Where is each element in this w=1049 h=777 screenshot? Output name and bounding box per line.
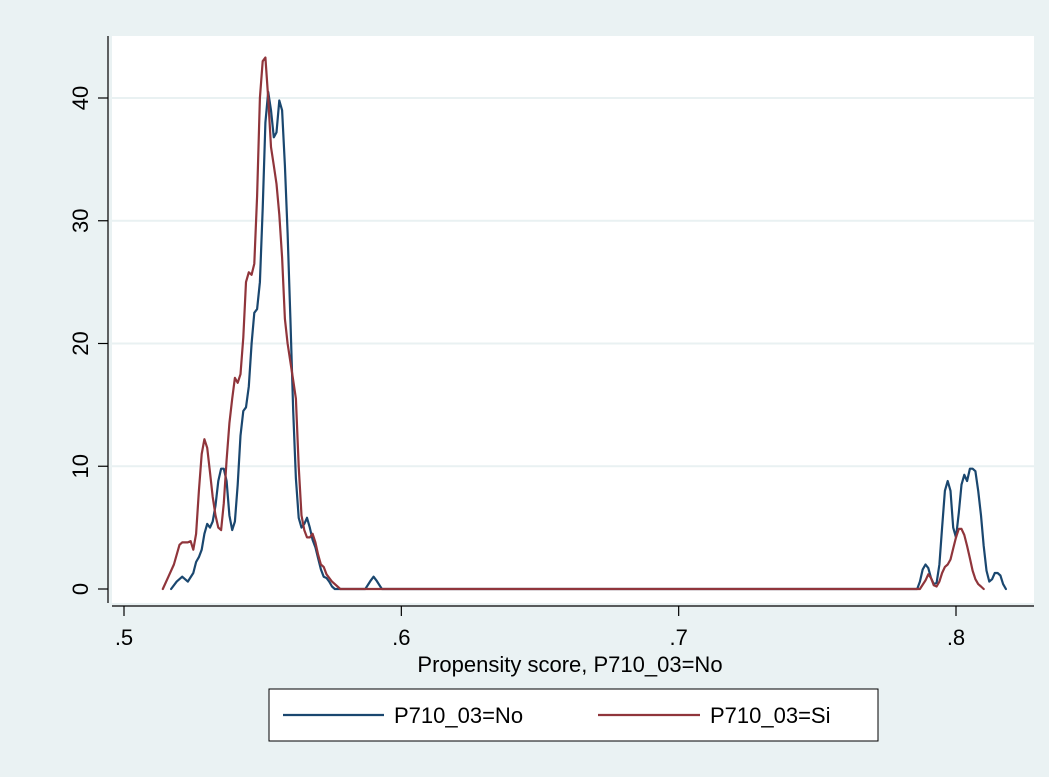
x-tick-label-p8: .8	[947, 625, 965, 650]
x-axis-title: Propensity score, P710_03=No	[417, 652, 722, 677]
series-line-p710-si	[161, 56, 985, 591]
legend-label-p710-no: P710_03=No	[394, 703, 523, 728]
x-tick-label-p6: .6	[392, 625, 410, 650]
y-tick-label-10: 10	[68, 454, 93, 478]
x-tick-label-p5: .5	[115, 625, 133, 650]
legend-label-p710-si: P710_03=Si	[710, 703, 831, 728]
y-tick-label-0: 0	[68, 583, 93, 595]
y-axis: 0 10 20 30 40	[68, 36, 109, 603]
x-axis: .5 .6 .7 .8	[112, 605, 1034, 650]
plot-region	[112, 36, 1034, 603]
x-tick-label-p7: .7	[669, 625, 687, 650]
legend: P710_03=No P710_03=Si	[268, 688, 879, 742]
series-layer	[161, 56, 1007, 591]
gridlines	[112, 97, 1034, 468]
y-tick-label-30: 30	[68, 209, 93, 233]
plot-area	[112, 36, 1034, 603]
y-tick-label-20: 20	[68, 331, 93, 355]
y-tick-label-40: 40	[68, 86, 93, 110]
